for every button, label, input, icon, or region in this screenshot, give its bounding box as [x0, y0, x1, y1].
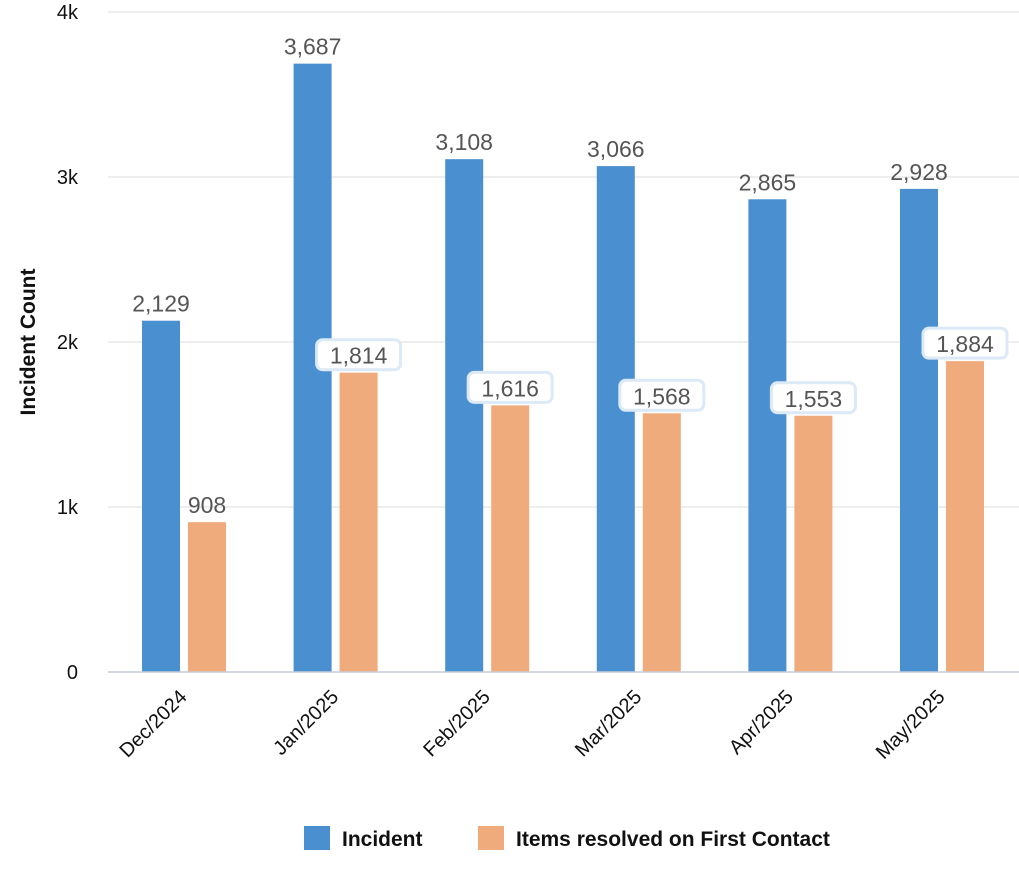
data-label: 2,928: [890, 159, 948, 185]
x-tick-label: Dec/2024: [115, 686, 191, 762]
legend-swatch: [304, 826, 330, 850]
incident-bar[interactable]: [748, 199, 787, 672]
data-label: 1,568: [633, 383, 691, 409]
data-label: 1,814: [330, 343, 388, 369]
x-tick-label: Mar/2025: [571, 686, 646, 761]
legend-label: Incident: [342, 828, 423, 851]
incident-bar[interactable]: [596, 166, 635, 673]
incident-bar[interactable]: [900, 188, 938, 672]
x-tick-label: Jan/2025: [269, 686, 343, 760]
x-tick-label: Apr/2025: [725, 686, 798, 759]
x-tick-label: May/2025: [872, 686, 950, 764]
first-contact-bar[interactable]: [339, 372, 378, 672]
y-axis-label: Incident Count: [17, 269, 40, 416]
data-label-halo: [769, 381, 857, 415]
data-label: 1,884: [936, 331, 994, 357]
data-labels: 2,129 908 3,687 1,814 3,108 1,616 3,066 1,568 2,…: [132, 34, 1009, 518]
data-label: 1,616: [481, 375, 539, 401]
x-axis-ticks: Dec/2024 Jan/2025 Feb/2025 Mar/2025 Apr/2025…: [115, 686, 949, 764]
data-label-halo: [618, 378, 706, 412]
legend-item-incident[interactable]: Incident: [304, 826, 423, 851]
y-axis-ticks: 0 1k 2k 3k 4k: [57, 2, 79, 684]
first-contact-bar[interactable]: [491, 405, 530, 672]
legend-label: Items resolved on First Contact: [516, 828, 830, 851]
x-tick-label: Feb/2025: [419, 686, 494, 761]
data-label-halo: [921, 326, 1009, 360]
legend-swatch: [478, 826, 504, 850]
data-label: 1,553: [785, 386, 843, 412]
incident-bar[interactable]: [142, 320, 180, 672]
first-contact-bar[interactable]: [188, 522, 226, 672]
first-contact-bar[interactable]: [642, 413, 681, 672]
data-label: 3,066: [587, 136, 645, 162]
data-label: 2,129: [132, 291, 190, 317]
data-label-halo: [315, 338, 403, 372]
legend[interactable]: Incident Items resolved on First Contact: [304, 826, 830, 851]
data-label: 3,108: [435, 129, 493, 155]
gridlines: [108, 11, 1019, 508]
y-tick-label: 0: [67, 662, 78, 684]
data-label: 3,687: [284, 34, 342, 60]
first-contact-bar[interactable]: [946, 361, 984, 672]
y-tick-label: 1k: [57, 497, 79, 519]
y-tick-label: 3k: [57, 167, 79, 189]
y-tick-label: 4k: [57, 2, 79, 24]
y-tick-label: 2k: [57, 332, 79, 354]
first-contact-bar[interactable]: [794, 415, 833, 672]
incident-bar[interactable]: [445, 159, 484, 672]
legend-item-first-contact[interactable]: Items resolved on First Contact: [478, 826, 830, 851]
data-label: 2,865: [739, 169, 797, 195]
data-label-halo: [466, 370, 554, 404]
bars: [142, 63, 984, 673]
data-label: 908: [188, 492, 226, 518]
